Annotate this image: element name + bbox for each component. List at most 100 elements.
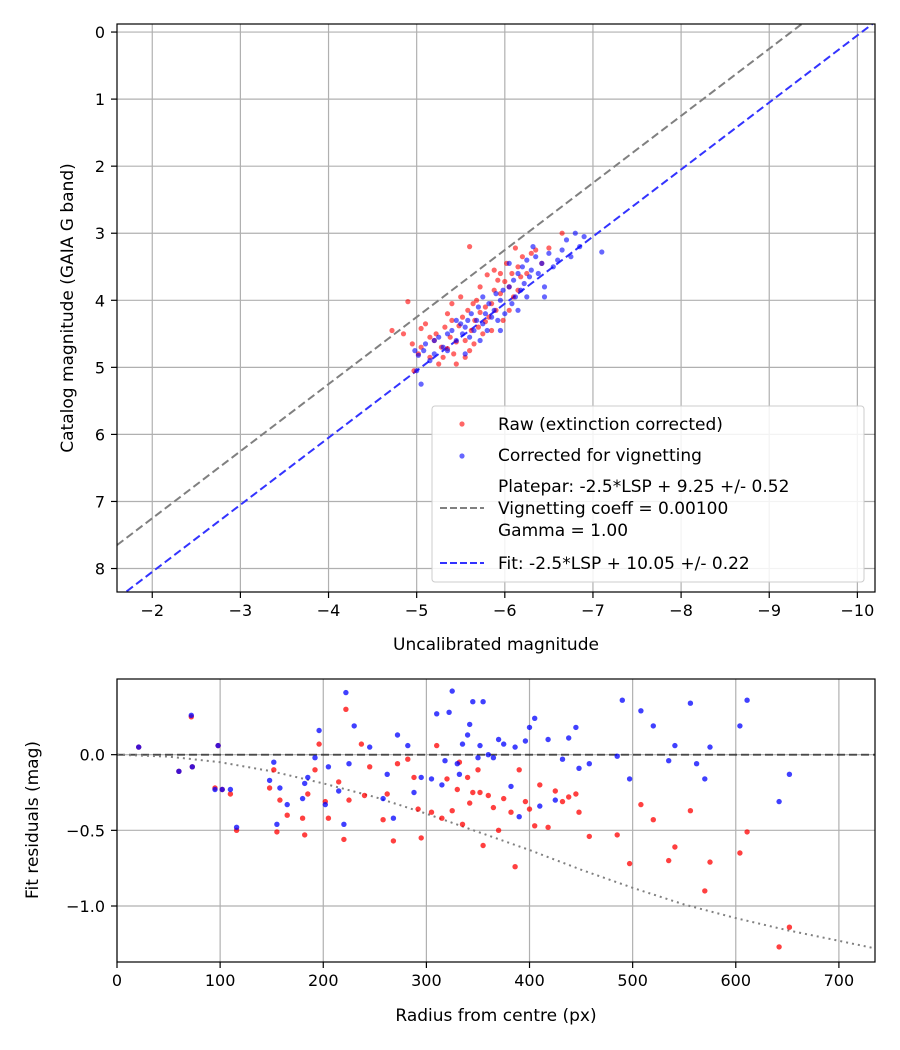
calibration-x-tick-label: −5 [405,601,429,620]
residuals-point-series-0 [418,835,424,841]
calibration-point-series-1 [521,280,527,287]
residuals-point-series-0 [470,789,476,796]
residuals-point-series-0 [358,741,365,747]
calibration-point-series-0 [449,317,455,323]
residuals-point-series-1 [744,697,750,703]
residuals-point-series-0 [467,800,473,806]
residuals-point-series-1 [325,764,332,770]
calibration-point-series-1 [482,311,488,317]
residuals-point-series-1 [305,774,311,781]
residuals-point-series-0 [266,785,273,791]
calibration-point-series-1 [462,351,468,357]
residuals-point-series-0 [444,776,450,782]
residuals-point-series-0 [299,815,306,821]
calibration-point-series-0 [449,301,455,307]
residuals-point-series-1 [559,756,566,762]
calibration-point-series-0 [475,324,481,330]
calibration-point-series-1 [524,294,530,300]
calibration-point-series-0 [440,354,446,360]
calibration-point-series-0 [458,294,464,300]
calibration-point-series-0 [497,270,503,277]
calibration-point-series-0 [546,245,552,251]
residuals-point-series-1 [490,755,497,761]
residuals-point-series-0 [614,832,620,838]
residuals-points [136,688,793,950]
calibration-point-series-1 [546,250,552,256]
calibration-point-series-1 [414,368,420,374]
residuals-point-series-0 [394,761,401,767]
residuals-point-series-1 [277,785,283,791]
residuals-point-series-0 [532,823,538,829]
residuals-point-series-0 [650,817,656,823]
legend-label-raw: Raw (extinction corrected) [498,415,723,435]
calibration-y-tick-label: 5 [95,358,105,377]
residuals-point-series-0 [380,817,386,823]
residuals-frame [116,678,876,963]
calibration-point-series-1 [524,257,530,263]
residuals-point-series-1 [477,742,483,749]
calibration-y-tick-label: 8 [95,560,105,579]
calibration-point-series-0 [462,337,468,344]
residuals-point-series-1 [454,761,460,767]
calibration-plot: −2 −3 −4 −5 −6 −7 −8 −9 −10 0 1 2 3 4 5 6 7 8 Uncalibrate… [58,23,876,655]
calibration-x-tick-label: −2 [140,601,164,620]
residuals-point-series-1 [586,761,592,767]
calibration-point-series-0 [480,331,486,337]
residuals-point-series-0 [454,786,460,793]
residuals-point-series-1 [418,774,424,781]
residuals-point-series-0 [495,827,502,833]
residuals-point-series-1 [411,789,417,796]
calibration-point-series-1 [495,317,501,323]
residuals-point-series-1 [666,758,672,764]
residuals-point-series-0 [707,859,713,865]
residuals-point-series-0 [638,801,644,808]
residuals-point-series-0 [411,774,417,781]
calibration-point-series-1 [431,337,437,344]
calibration-series-line-3 [124,24,875,592]
residuals-x-tick-label: 200 [308,971,339,990]
residuals-point-series-0 [302,832,308,838]
residuals-point-series-1 [346,761,352,767]
residuals-point-series-0 [744,829,750,835]
residuals-point-series-0 [434,742,440,749]
residuals-x-tick-label: 500 [617,971,648,990]
calibration-point-series-1 [530,244,536,250]
calibration-point-series-0 [427,334,433,340]
residuals-point-series-1 [619,697,625,703]
calibration-x-tick-label: −7 [581,601,605,620]
calibration-frame [116,23,876,593]
residuals-x-tick-label: 0 [112,971,122,990]
calibration-point-series-0 [405,299,411,305]
residuals-point-series-1 [566,735,572,741]
calibration-point-series-1 [459,331,466,337]
calibration-point-series-1 [510,277,517,283]
calibration-ticks: −2 −3 −4 −5 −6 −7 −8 −9 −10 0 1 2 3 4 5 6 7 8 [95,23,874,620]
residuals-point-series-1 [552,797,558,803]
calibration-point-series-1 [467,334,473,340]
calibration-point-series-0 [471,341,477,347]
residuals-plot: 0 100 200 300 400 500 600 700 0.0 −0.5 −1.0 Radius… [23,678,876,1026]
residuals-point-series-0 [390,838,397,844]
calibration-point-series-0 [436,361,442,367]
residuals-point-series-1 [537,803,543,809]
residuals-point-series-1 [188,712,194,718]
residuals-point-series-0 [343,706,349,712]
residuals-x-tick-label: 300 [411,971,442,990]
residuals-point-series-0 [477,789,483,796]
calibration-point-series-1 [512,294,519,300]
residuals-point-series-0 [776,944,782,950]
calibration-point-series-1 [509,301,515,307]
residuals-y-tick-label: 0.0 [80,746,105,765]
residuals-point-series-1 [442,758,448,764]
calibration-point-series-0 [453,361,459,367]
residuals-x-tick-label: 100 [205,971,236,990]
residuals-point-series-0 [284,812,290,818]
residuals-point-series-0 [552,788,558,794]
residuals-point-series-1 [176,768,182,774]
residuals-point-series-0 [274,829,280,835]
residuals-point-series-0 [737,850,743,856]
calibration-point-series-0 [465,307,471,313]
residuals-lines [117,753,875,950]
residuals-point-series-1 [707,744,713,750]
residuals-point-series-1 [626,776,633,782]
